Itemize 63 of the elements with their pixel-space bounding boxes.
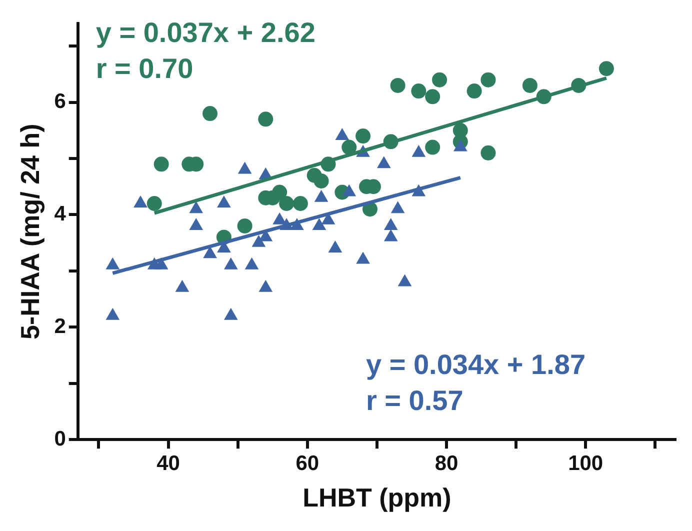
- point: [154, 257, 168, 270]
- point: [106, 257, 120, 270]
- point: [224, 257, 238, 270]
- y-tick-label: 0: [54, 427, 66, 450]
- x-axis-title: LHBT (ppm): [302, 482, 452, 513]
- x-tick-label: 60: [296, 452, 320, 475]
- point: [390, 201, 405, 214]
- annotation: y = 0.034x + 1.87: [366, 348, 586, 382]
- point: [356, 128, 371, 144]
- point: [342, 184, 356, 196]
- point: [342, 140, 357, 155]
- point: [466, 84, 482, 99]
- point: [376, 156, 391, 168]
- point: [412, 144, 426, 157]
- point: [154, 156, 169, 172]
- point: [425, 140, 440, 155]
- point: [312, 218, 326, 230]
- point: [425, 89, 440, 104]
- point: [106, 308, 120, 320]
- point: [480, 145, 496, 160]
- y-tick-label: 4: [54, 202, 66, 226]
- point: [134, 195, 148, 208]
- point: [328, 240, 342, 252]
- point: [244, 257, 259, 270]
- point: [314, 190, 328, 202]
- y-axis-title: 5-HIAA (mg/ 24 h): [14, 124, 45, 340]
- y-tick-label: 2: [54, 314, 66, 338]
- point: [279, 196, 294, 211]
- point: [522, 78, 538, 93]
- point: [335, 128, 350, 140]
- point: [224, 308, 238, 320]
- point: [237, 218, 252, 234]
- point: [203, 246, 217, 258]
- x-tick-label: 40: [156, 452, 180, 475]
- annotation: r = 0.57: [366, 384, 464, 418]
- point: [480, 72, 496, 88]
- point: [314, 174, 329, 189]
- x-tick-label: 80: [434, 452, 458, 475]
- y-tick-label: 6: [54, 90, 66, 114]
- point: [146, 196, 162, 211]
- point: [189, 201, 204, 214]
- point: [384, 218, 398, 230]
- annotation: r = 0.70: [96, 52, 194, 86]
- point: [175, 280, 190, 292]
- point: [356, 252, 370, 264]
- point: [453, 139, 468, 152]
- annotation: y = 0.037x + 2.62: [96, 16, 316, 50]
- point: [258, 112, 274, 127]
- point: [384, 229, 398, 242]
- point: [258, 280, 273, 292]
- point: [238, 162, 252, 174]
- point: [432, 72, 448, 88]
- point: [202, 106, 218, 122]
- point: [398, 274, 412, 286]
- point: [217, 195, 231, 208]
- point: [189, 218, 204, 230]
- point: [292, 196, 308, 211]
- point: [272, 212, 286, 224]
- point: [598, 61, 614, 76]
- point: [252, 234, 266, 247]
- point: [390, 78, 406, 93]
- x-tick-label: 100: [568, 452, 604, 475]
- point: [411, 84, 426, 99]
